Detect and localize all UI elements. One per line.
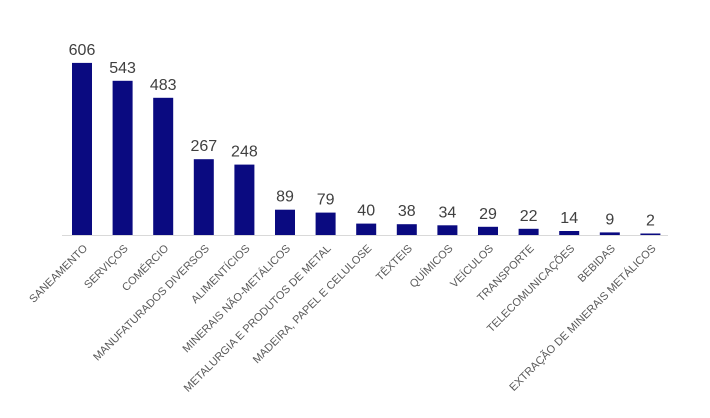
value-label-extracao-de-minerais-metalicos: 2 bbox=[646, 213, 655, 230]
category-label-saneamento: SANEAMENTO bbox=[27, 242, 90, 305]
bar-metalurgia-e-produtos-de-metal bbox=[316, 213, 336, 235]
bar-manufaturados-diversos bbox=[194, 159, 214, 235]
bar-bebidas bbox=[600, 232, 620, 235]
value-label-transporte: 22 bbox=[520, 208, 538, 225]
category-label-metalurgia-e-produtos-de-metal: METALURGIA E PRODUTOS DE METAL bbox=[182, 243, 334, 395]
value-label-bebidas: 9 bbox=[605, 211, 614, 228]
category-label-bebidas: BEBIDAS bbox=[576, 243, 618, 285]
value-label-quimicos: 34 bbox=[439, 204, 457, 221]
bar-comercio bbox=[153, 98, 173, 235]
value-label-texteis: 38 bbox=[398, 203, 416, 220]
bar-saneamento bbox=[72, 63, 92, 235]
value-label-comercio: 483 bbox=[150, 77, 177, 94]
value-label-telecomunicacoes: 14 bbox=[560, 210, 578, 227]
value-label-saneamento: 606 bbox=[69, 42, 96, 59]
bar-quimicos bbox=[437, 225, 457, 235]
bar-telecomunicacoes bbox=[559, 231, 579, 235]
bar-alimenticios bbox=[234, 165, 254, 235]
value-label-madeira-papel-e-celulose: 40 bbox=[357, 203, 375, 220]
bar-minerais-nao-metalicos bbox=[275, 210, 295, 235]
category-label-texteis: TÊXTEIS bbox=[373, 242, 415, 284]
category-label-extracao-de-minerais-metalicos: EXTRAÇÃO DE MINERAIS METÁLICOS bbox=[507, 242, 659, 394]
value-label-manufaturados-diversos: 267 bbox=[190, 138, 217, 155]
bar-extracao-de-minerais-metalicos bbox=[640, 234, 660, 236]
bar-madeira-papel-e-celulose bbox=[356, 224, 376, 235]
bar-servicos bbox=[113, 81, 133, 235]
value-label-veiculos: 29 bbox=[479, 206, 497, 223]
value-label-alimenticios: 248 bbox=[231, 144, 258, 161]
value-label-metalurgia-e-produtos-de-metal: 79 bbox=[317, 192, 335, 209]
value-label-servicos: 543 bbox=[109, 60, 136, 77]
value-label-minerais-nao-metalicos: 89 bbox=[276, 189, 294, 206]
bar-veiculos bbox=[478, 227, 498, 235]
bar-texteis bbox=[397, 224, 417, 235]
category-labels-layer: SANEAMENTOSERVIÇOSCOMÉRCIOMANUFATURADOS … bbox=[27, 242, 658, 395]
bar-transporte bbox=[519, 229, 539, 235]
